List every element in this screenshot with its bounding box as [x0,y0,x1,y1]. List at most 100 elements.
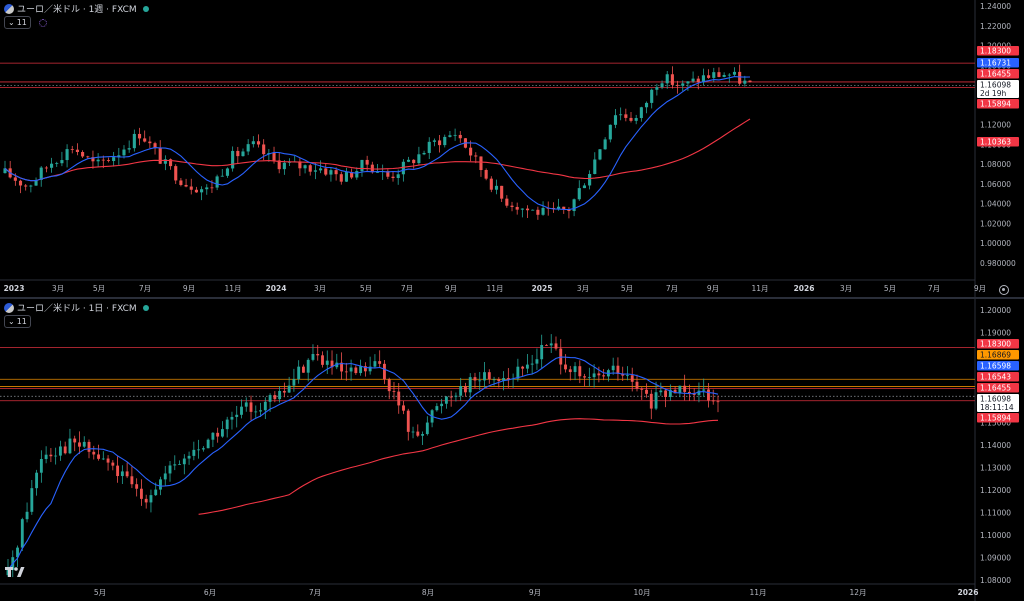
price-tick-label: 1.15000 [980,419,1011,428]
candle-body [659,390,663,393]
weekly-chart-pane[interactable]: 1.240001.220001.200001.180001.160001.140… [0,0,1024,297]
daily-indicator-toggle-button[interactable]: ⌄ 11 [4,315,31,328]
candle-body [230,416,234,420]
candle-body [626,375,629,377]
candle-body [236,150,240,157]
candle-body [392,391,396,392]
candle-body [678,385,682,394]
candle-body [386,171,390,177]
candle-body [215,176,219,188]
candle-body [81,152,85,157]
candle-body [401,161,405,175]
candle-body [278,390,282,400]
time-tick-label: 5月 [621,284,633,293]
time-tick-label: 5月 [93,284,105,293]
candle-body [87,441,91,452]
candle-body [421,434,424,436]
candle-body [444,396,448,404]
candle-body [349,367,353,372]
candle-body [474,155,478,157]
weekly-chart-canvas[interactable]: 1.240001.220001.200001.180001.160001.140… [0,0,1024,297]
candle-body [597,373,601,376]
candle-body [58,446,62,456]
candle-body [18,180,23,186]
candle-body [246,144,250,152]
price-tag-value: 1.16731 [980,59,1011,68]
candle-body [29,185,33,187]
candle-body [525,364,529,369]
price-tick-label: 1.08000 [980,160,1011,169]
candle-body [500,185,504,199]
candle-body [564,364,567,370]
price-tick-label: 1.04000 [980,200,1011,209]
time-tick-label: 3月 [577,284,589,293]
candle-body [668,389,672,398]
candle-body [159,479,162,490]
candle-body [660,83,664,88]
daily-chart-pane[interactable]: 1.200001.190001.180001.170001.160001.150… [0,299,1024,601]
candle-body [127,148,131,150]
price-tag-value: 1.16098 [980,81,1011,90]
candle-body [225,168,230,176]
daily-symbol-legend[interactable]: ユーロ／米ドル · 1日 · FXCM [4,301,149,314]
price-tick-label: 1.11000 [980,509,1011,518]
candle-body [502,378,505,382]
candlestick-series [3,64,752,220]
candle-body [235,414,239,417]
price-tag [977,80,1019,98]
candle-body [492,379,496,381]
price-tag [977,394,1019,412]
market-open-dot-icon [142,5,149,12]
tradingview-logo-icon[interactable] [5,565,25,579]
candle-body [373,361,377,367]
candle-body [117,155,121,158]
candle-body [644,102,649,108]
candle-body [448,135,452,137]
candle-body [60,160,64,164]
daily-chart-canvas[interactable]: 1.200001.190001.180001.170001.160001.150… [0,299,1024,601]
pane-divider[interactable] [0,297,1024,299]
weekly-symbol-legend[interactable]: ユーロ／米ドル · 1週 · FXCM [4,2,149,15]
price-tag [977,137,1019,147]
candle-body [649,393,653,409]
candle-body [144,498,148,503]
candle-body [432,140,436,142]
price-tag [977,99,1019,109]
price-tag-value: 1.16869 [980,351,1011,360]
candle-body [197,449,201,451]
candle-body [321,355,324,365]
candle-body [686,81,690,84]
price-tick-label: 0.980000 [980,259,1016,268]
candle-body [387,379,391,392]
candle-body [540,344,544,360]
candle-body [707,389,710,401]
candle-body [608,124,612,140]
candle-body [549,343,553,346]
candle-body [697,390,701,395]
candle-body [676,84,680,86]
candle-body [577,188,581,200]
time-tick-label: 11月 [749,588,766,597]
gear-icon[interactable] [999,285,1009,295]
weekly-indicator-toggle-button[interactable]: ⌄ 11 [4,16,31,29]
candle-body [454,395,458,397]
daily-symbol-title: ユーロ／米ドル · 1日 · FXCM [17,304,137,314]
candle-body [422,152,426,155]
candle-body [75,149,79,153]
candle-body [378,361,382,364]
candle-body [34,179,38,186]
candle-body [702,389,706,391]
candle-body [635,381,639,389]
candle-body [73,438,77,443]
price-tag-value: 1.16098 [980,395,1011,404]
candle-body [344,371,348,373]
candle-body [216,432,220,437]
price-tag-value: 1.16455 [980,384,1011,393]
candle-body [120,471,124,477]
indicator-settings-icon[interactable] [38,18,47,27]
price-tick-label: 1.10000 [980,531,1011,540]
time-tick-label: 9月 [529,588,541,597]
candle-body [611,365,615,371]
time-tick-label: 8月 [422,588,434,597]
price-tag [977,350,1019,360]
